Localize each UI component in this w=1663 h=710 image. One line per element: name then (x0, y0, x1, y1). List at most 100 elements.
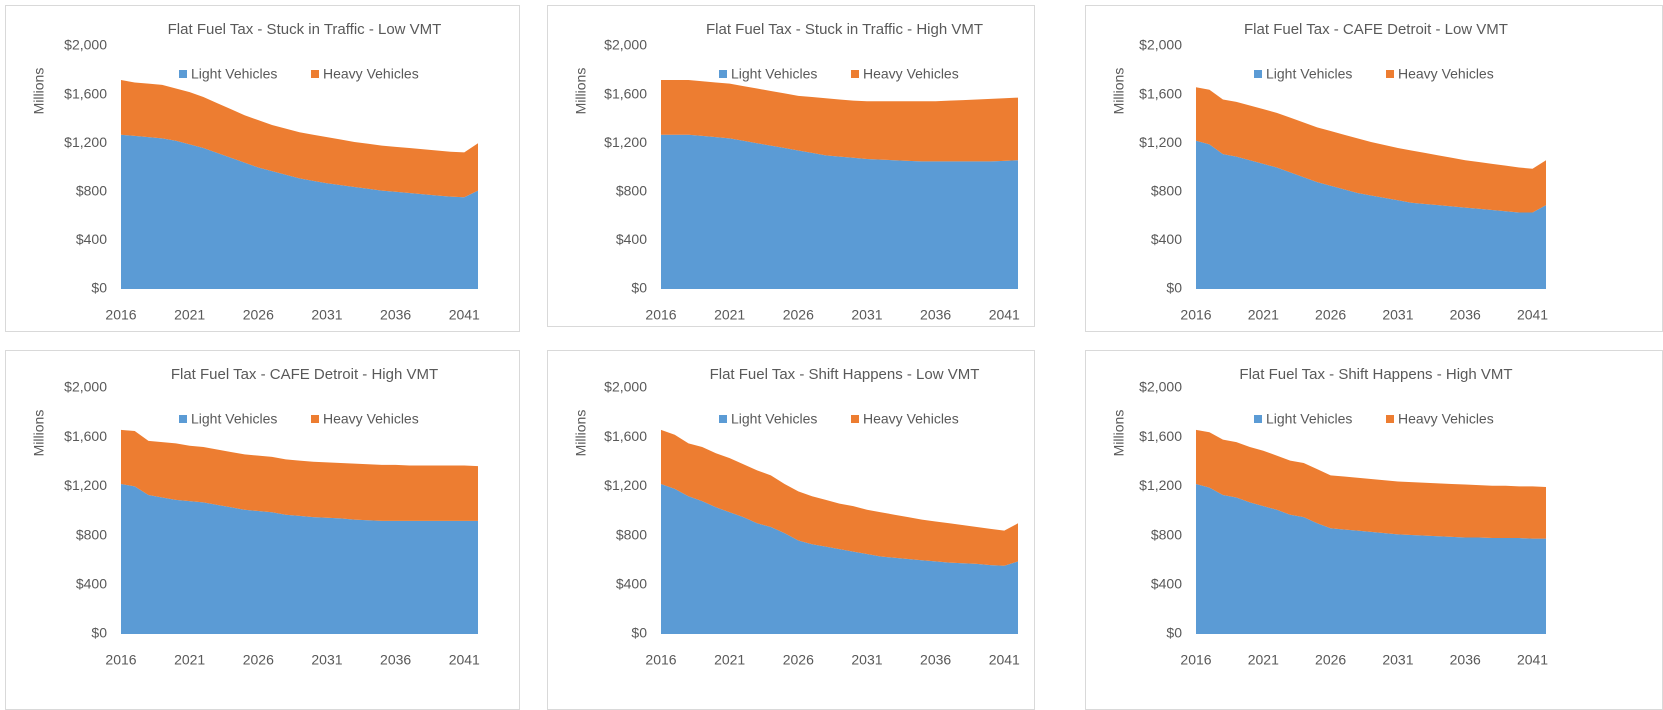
area (661, 80, 1018, 162)
x-tick-label: 2026 (243, 307, 274, 323)
y-tick-label: $1,200 (1139, 134, 1182, 150)
legend-swatch (1254, 70, 1262, 78)
legend-swatch (1386, 415, 1394, 423)
legend-label: Light Vehicles (731, 411, 817, 427)
x-tick-label: 2026 (1315, 652, 1346, 668)
y-tick-label: $1,200 (604, 134, 647, 150)
x-tick-label: 2041 (1517, 307, 1548, 323)
y-axis-label: Millions (573, 68, 589, 115)
y-tick-label: $1,600 (64, 428, 107, 444)
y-tick-label: $1,600 (1139, 85, 1182, 101)
chart-title: Flat Fuel Tax - Stuck in Traffic - High … (706, 21, 983, 38)
chart-panel: $0 $400 $800 $1,200 $1,600 $2,000 2016 2021 2026… (1085, 5, 1663, 332)
y-tick-label: $0 (91, 625, 107, 641)
x-tick-label: 2041 (1517, 652, 1548, 668)
legend-swatch (719, 415, 727, 423)
legend-label: Light Vehicles (1266, 66, 1352, 82)
x-tick-label: 2016 (105, 307, 136, 323)
chart-panel: $0 $400 $800 $1,200 $1,600 $2,000 2016 2021 2026… (1085, 350, 1663, 710)
x-tick-label: 2021 (1248, 307, 1279, 323)
area (661, 429, 1018, 566)
y-tick-label: $0 (631, 280, 647, 296)
chart-panel: $0 $400 $800 $1,200 $1,600 $2,000 2016 2021 2026… (5, 5, 520, 332)
x-tick-label: 2036 (920, 652, 951, 668)
legend-label: Heavy Vehicles (323, 66, 419, 82)
y-tick-label: $0 (1166, 625, 1182, 641)
y-tick-label: $1,600 (604, 428, 647, 444)
x-tick-label: 2041 (989, 652, 1020, 668)
legend-swatch (179, 70, 187, 78)
x-tick-label: 2026 (243, 652, 274, 668)
y-tick-label: $2,000 (64, 379, 107, 395)
y-tick-label: $2,000 (1139, 37, 1182, 53)
x-tick-label: 2036 (380, 652, 411, 668)
x-tick-label: 2021 (174, 307, 205, 323)
x-tick-label: 2016 (645, 652, 676, 668)
legend-label: Light Vehicles (191, 66, 277, 82)
x-tick-label: 2031 (311, 652, 342, 668)
y-tick-label: $400 (76, 231, 107, 247)
x-tick-label: 2016 (1180, 307, 1211, 323)
chart-panel: $0 $400 $800 $1,200 $1,600 $2,000 2016 2021 2026… (547, 350, 1035, 710)
x-tick-label: 2016 (105, 652, 136, 668)
x-tick-label: 2016 (645, 307, 676, 323)
y-tick-label: $1,200 (64, 134, 107, 150)
x-tick-label: 2036 (920, 307, 951, 323)
chart-title: Flat Fuel Tax - CAFE Detroit - High VMT (171, 366, 438, 383)
x-tick-label: 2021 (714, 307, 745, 323)
legend-label: Heavy Vehicles (863, 66, 959, 82)
y-tick-label: $2,000 (1139, 379, 1182, 395)
area (121, 134, 478, 289)
x-tick-label: 2021 (174, 652, 205, 668)
legend-swatch (719, 70, 727, 78)
legend-label: Light Vehicles (191, 411, 277, 427)
y-tick-label: $400 (76, 576, 107, 592)
x-tick-label: 2041 (449, 307, 480, 323)
y-tick-label: $400 (1151, 576, 1182, 592)
y-tick-label: $400 (1151, 231, 1182, 247)
x-tick-label: 2021 (714, 652, 745, 668)
chart-panel: $0 $400 $800 $1,200 $1,600 $2,000 2016 2021 2026… (5, 350, 520, 710)
chart-title: Flat Fuel Tax - Stuck in Traffic - Low V… (168, 21, 442, 38)
legend-label: Light Vehicles (731, 66, 817, 82)
y-axis-label: Millions (573, 410, 589, 457)
area (1196, 87, 1546, 213)
legend-swatch (851, 415, 859, 423)
legend-label: Heavy Vehicles (1398, 411, 1494, 427)
legend-label: Heavy Vehicles (1398, 66, 1494, 82)
chart-panel: $0 $400 $800 $1,200 $1,600 $2,000 2016 2021 2026… (547, 5, 1035, 327)
area (121, 483, 478, 634)
x-tick-label: 2036 (1450, 307, 1481, 323)
y-tick-label: $1,200 (604, 477, 647, 493)
legend-swatch (311, 415, 319, 423)
legend-swatch (179, 415, 187, 423)
y-tick-label: $1,600 (1139, 428, 1182, 444)
y-tick-label: $800 (616, 526, 647, 542)
y-tick-label: $800 (76, 183, 107, 199)
chart-title: Flat Fuel Tax - Shift Happens - Low VMT (710, 366, 980, 383)
chart-title: Flat Fuel Tax - Shift Happens - High VMT (1239, 366, 1512, 383)
legend-label: Heavy Vehicles (323, 411, 419, 427)
area (121, 429, 478, 521)
x-tick-label: 2031 (851, 652, 882, 668)
area (661, 134, 1018, 289)
y-tick-label: $400 (616, 576, 647, 592)
y-tick-label: $400 (616, 231, 647, 247)
y-tick-label: $800 (1151, 526, 1182, 542)
y-tick-label: $2,000 (604, 37, 647, 53)
y-tick-label: $800 (1151, 183, 1182, 199)
y-axis-label: Millions (1111, 410, 1127, 457)
y-tick-label: $1,200 (64, 477, 107, 493)
y-tick-label: $2,000 (64, 37, 107, 53)
area (1196, 140, 1546, 289)
y-tick-label: $0 (91, 280, 107, 296)
x-tick-label: 2026 (783, 307, 814, 323)
area (1196, 483, 1546, 634)
legend-swatch (1254, 415, 1262, 423)
x-tick-label: 2031 (851, 307, 882, 323)
y-tick-label: $1,600 (64, 85, 107, 101)
x-tick-label: 2041 (989, 307, 1020, 323)
y-tick-label: $1,600 (604, 85, 647, 101)
x-tick-label: 2021 (1248, 652, 1279, 668)
